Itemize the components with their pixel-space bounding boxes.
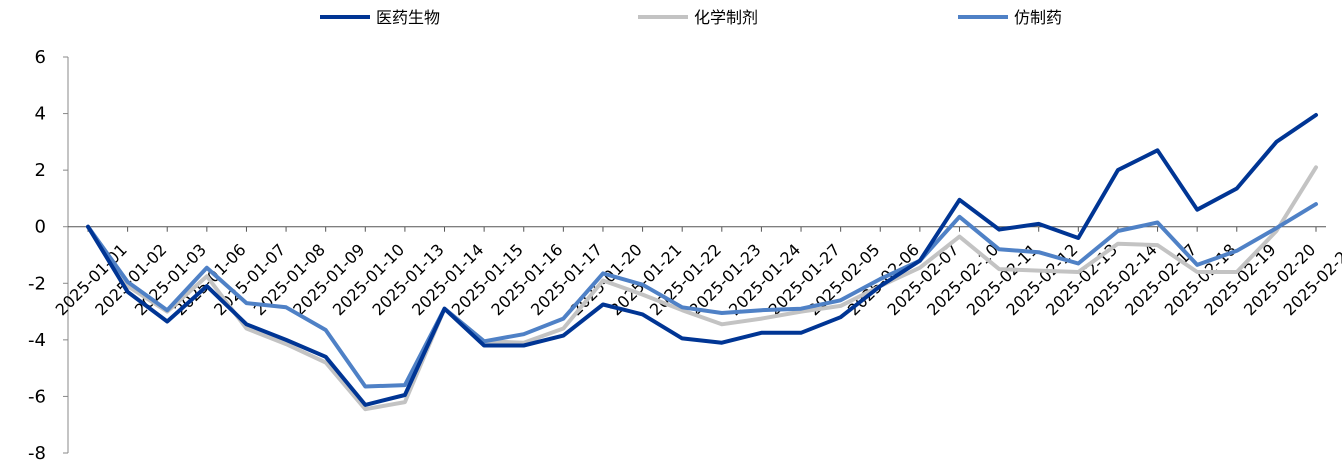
legend-item-2: 仿制药: [958, 8, 1062, 27]
y-tick-label: 6: [35, 47, 46, 68]
series-layer: [86, 113, 1318, 412]
y-tick-label: 0: [35, 217, 46, 238]
y-tick-label: -4: [28, 330, 46, 351]
legend-label: 医药生物: [376, 8, 440, 27]
y-tick-label: 2: [35, 160, 46, 181]
y-tick-label: 4: [35, 104, 46, 125]
legend-label: 化学制剂: [694, 8, 758, 27]
legend-item-1: 化学制剂: [638, 8, 758, 27]
legend-label: 仿制药: [1014, 8, 1062, 27]
y-tick-label: -2: [28, 273, 46, 294]
y-tick-label: -6: [28, 386, 46, 407]
legend: 医药生物 化学制剂 仿制药: [320, 8, 1062, 27]
y-tick-label: -8: [28, 443, 46, 464]
y-axis: -8 -6 -4 -2 0 2 4 6: [28, 47, 69, 464]
series-line-0: [86, 113, 1318, 407]
series-line-1: [86, 165, 1318, 412]
series-line-2: [86, 202, 1318, 389]
legend-item-0: 医药生物: [320, 8, 440, 27]
x-axis: 2025-01-012025-01-022025-01-032025-01-06…: [52, 226, 1342, 319]
